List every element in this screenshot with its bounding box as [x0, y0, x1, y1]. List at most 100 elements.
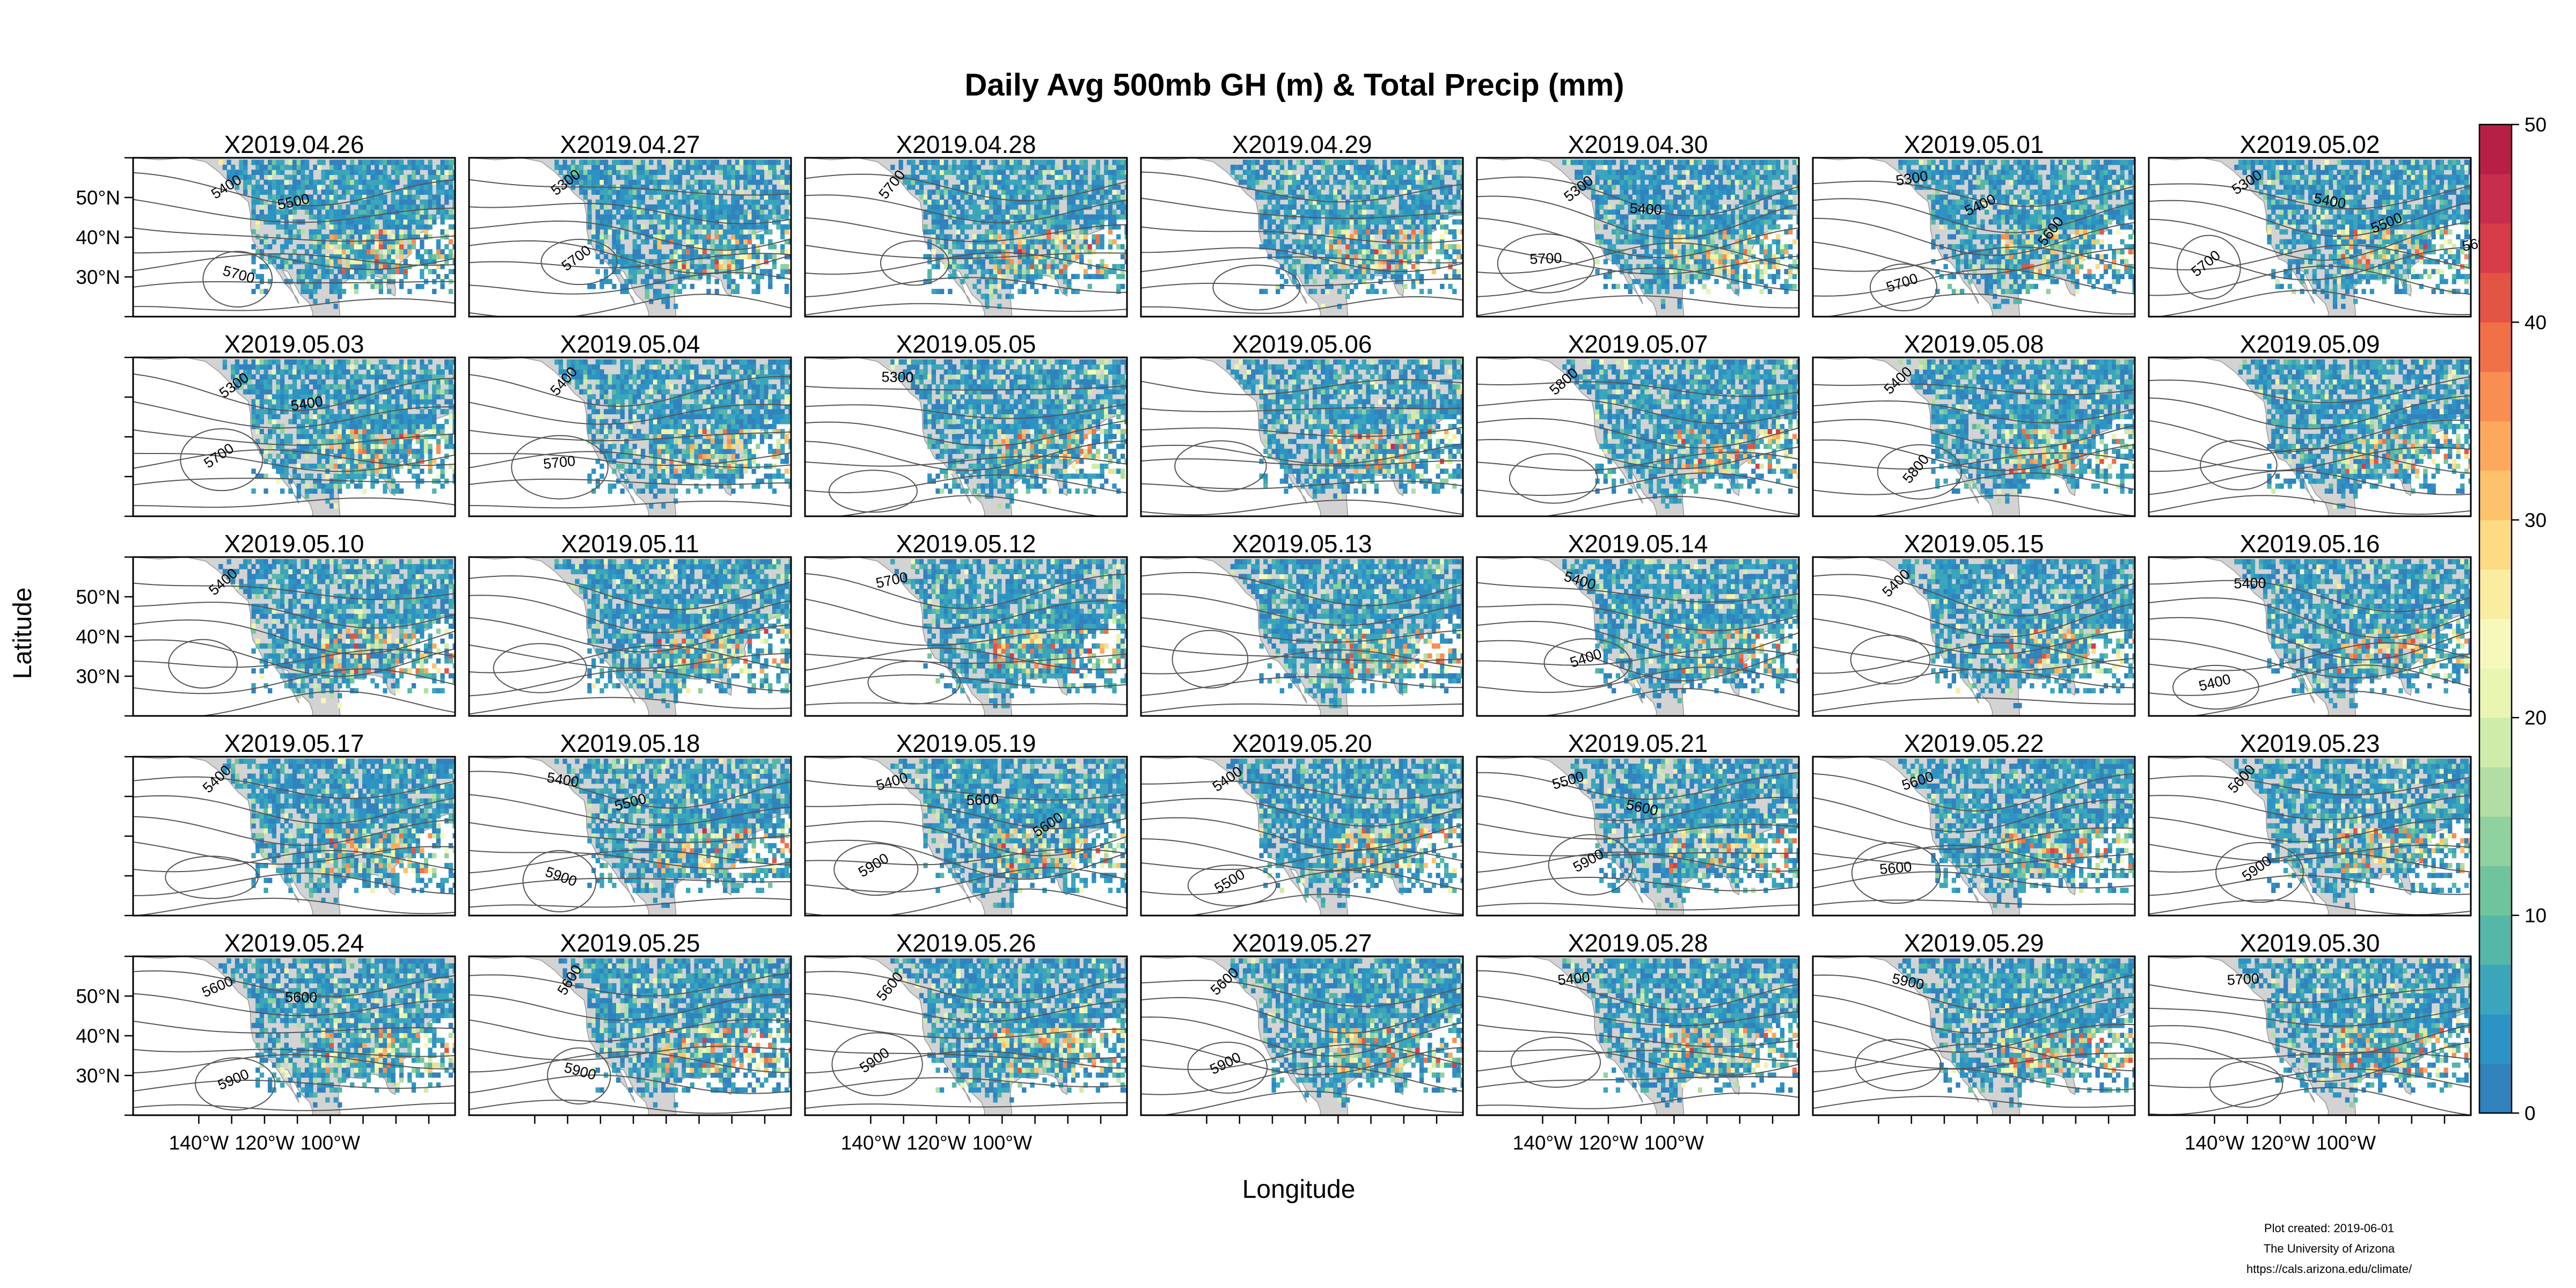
- precip-cell: [731, 269, 736, 274]
- precip-cell: [1312, 244, 1318, 250]
- precip-cell: [1943, 209, 1948, 215]
- precip-cell: [1063, 254, 1067, 260]
- precip-cell: [304, 194, 310, 200]
- precip-cell: [890, 164, 895, 170]
- precip-cell: [235, 170, 240, 175]
- precip-cell: [1324, 289, 1330, 294]
- precip-cell: [747, 184, 752, 190]
- precip-cell: [1001, 229, 1006, 235]
- precip-cell: [1628, 289, 1633, 294]
- precip-cell: [1407, 204, 1412, 210]
- precip-cell: [1063, 179, 1067, 185]
- precip-cell: [989, 194, 994, 200]
- precip-cell: [1603, 209, 1608, 215]
- precip-cell: [1100, 224, 1104, 230]
- precip-cell: [1001, 174, 1006, 180]
- precip-cell: [378, 170, 383, 175]
- precip-cell: [1034, 179, 1039, 185]
- precip-cell: [1660, 259, 1666, 265]
- precip-cell: [772, 199, 777, 205]
- precip-cell: [1026, 164, 1030, 170]
- precip-cell: [436, 164, 441, 170]
- precip-cell: [940, 214, 945, 220]
- precip-cell: [739, 159, 744, 165]
- precip-cell: [1374, 269, 1379, 274]
- precip-cell: [1124, 209, 1127, 215]
- precip-cell: [231, 174, 236, 180]
- precip-cell: [1407, 174, 1412, 180]
- precip-cell: [948, 259, 953, 265]
- precip-cell: [1906, 170, 1911, 175]
- precip-cell: [719, 194, 723, 200]
- precip-cell: [1624, 219, 1629, 225]
- precip-cell: [1603, 239, 1608, 245]
- precip-cell: [448, 184, 453, 190]
- precip-cell: [1697, 189, 1702, 195]
- precip-cell: [751, 264, 756, 269]
- precip-cell: [780, 234, 785, 240]
- precip-cell: [1669, 269, 1674, 274]
- precip-cell: [1423, 219, 1428, 225]
- precip-cell: [706, 194, 711, 200]
- precip-cell: [1292, 239, 1297, 245]
- precip-cell: [440, 214, 445, 220]
- precip-cell: [1776, 259, 1781, 265]
- precip-cell: [1349, 174, 1355, 180]
- precip-cell: [1259, 174, 1264, 180]
- precip-cell: [387, 179, 392, 185]
- precip-cell: [1755, 259, 1760, 265]
- precip-cell: [1116, 289, 1121, 294]
- precip-cell: [288, 239, 293, 245]
- precip-cell: [362, 184, 367, 190]
- precip-cell: [1423, 189, 1428, 195]
- precip-cell: [1697, 159, 1702, 165]
- precip-cell: [1009, 259, 1014, 265]
- precip-cell: [1259, 209, 1264, 215]
- precip-cell: [591, 174, 596, 180]
- precip-cell: [1968, 214, 1973, 220]
- precip-cell: [280, 184, 285, 190]
- precip-cell: [1718, 229, 1723, 235]
- precip-cell: [1018, 174, 1022, 180]
- precip-cell: [1399, 159, 1403, 165]
- precip-cell: [1620, 194, 1624, 200]
- precip-cell: [1341, 159, 1346, 165]
- precip-cell: [1288, 269, 1293, 274]
- precip-cell: [288, 234, 293, 240]
- precip-cell: [378, 179, 383, 185]
- precip-cell: [1075, 244, 1080, 250]
- precip-cell: [1386, 259, 1391, 265]
- precip-cell: [1419, 274, 1424, 280]
- precip-cell: [1640, 194, 1645, 200]
- precip-cell: [640, 164, 646, 170]
- precip-cell: [1419, 189, 1424, 195]
- precip-cell: [1615, 229, 1620, 235]
- precip-cell: [1337, 214, 1342, 220]
- precip-cell: [1911, 159, 1915, 165]
- precip-cell: [436, 254, 441, 260]
- precip-cell: [350, 259, 355, 265]
- precip-cell: [1591, 164, 1596, 170]
- precip-cell: [1386, 174, 1391, 180]
- precip-cell: [702, 194, 707, 200]
- precip-cell: [1255, 194, 1260, 200]
- precip-cell: [1665, 170, 1670, 175]
- precip-cell: [1951, 164, 1956, 170]
- precip-cell: [1018, 274, 1022, 280]
- precip-cell: [268, 170, 273, 175]
- precip-cell: [599, 214, 604, 220]
- precip-cell: [1964, 204, 1968, 210]
- precip-cell: [1399, 174, 1403, 180]
- precip-cell: [583, 170, 588, 175]
- precip-cell: [620, 199, 625, 205]
- precip-cell: [980, 204, 985, 210]
- precip-cell: [1419, 184, 1424, 190]
- precip-cell: [1911, 174, 1915, 180]
- precip-cell: [1436, 199, 1440, 205]
- precip-cell: [690, 219, 694, 225]
- precip-cell: [1001, 189, 1006, 195]
- precip-cell: [1612, 179, 1616, 185]
- precip-cell: [1710, 194, 1715, 200]
- precip-cell: [1677, 184, 1682, 190]
- precip-cell: [1112, 224, 1117, 230]
